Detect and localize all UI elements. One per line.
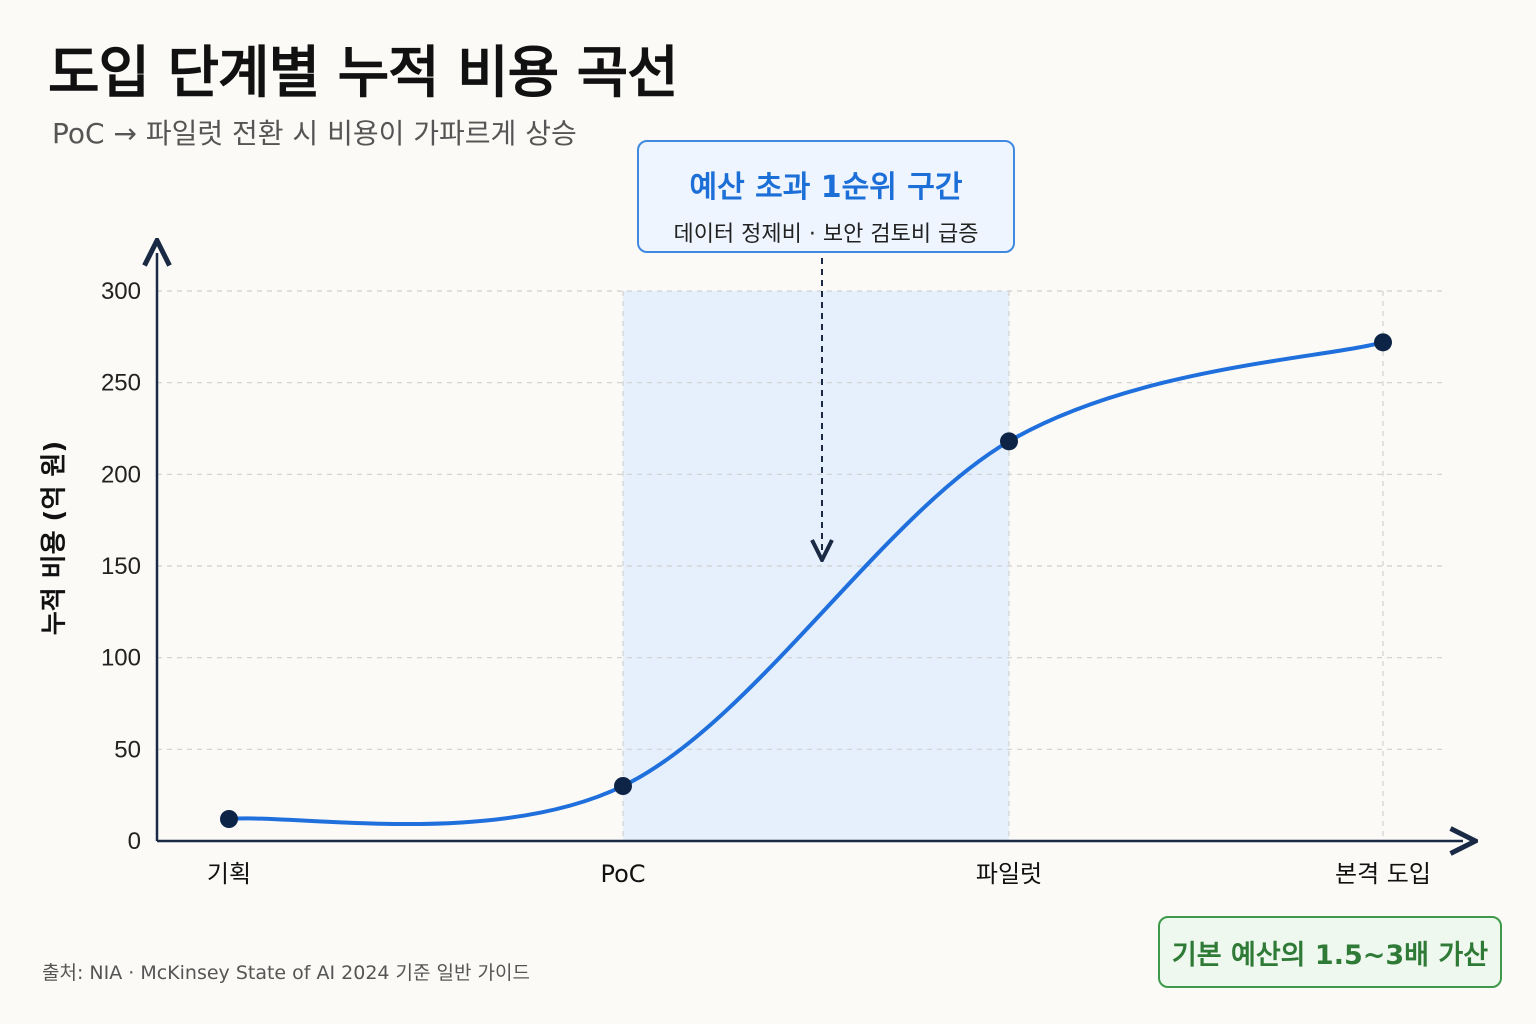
y-tick-label: 0: [128, 828, 141, 855]
budget-multiplier-badge: 기본 예산의 1.5~3배 가산: [1158, 916, 1502, 988]
x-tick-label: 본격 도입: [1335, 860, 1431, 888]
callout-title: 예산 초과 1순위 구간: [689, 170, 963, 205]
callout-subtitle: 데이터 정제비 · 보안 검토비 급증: [673, 222, 979, 247]
y-axis-label: 누적 비용 (억 원): [39, 440, 70, 636]
x-tick-label: 기획: [207, 860, 251, 888]
x-tick-label: PoC: [600, 860, 645, 888]
data-point: [1374, 333, 1392, 352]
page-subtitle: PoC → 파일럿 전환 시 비용이 가파르게 상승: [52, 117, 577, 150]
y-tick-label: 300: [101, 278, 141, 305]
x-tick-label: 파일럿: [976, 860, 1042, 888]
data-point: [220, 810, 238, 828]
data-point: [1000, 432, 1018, 451]
y-tick-label: 200: [101, 461, 141, 488]
data-point: [614, 777, 632, 795]
series-line: [227, 340, 1385, 827]
y-tick-label: 50: [114, 736, 141, 763]
source-note: 출처: NIA · McKinsey State of AI 2024 기준 일…: [42, 962, 530, 984]
y-tick-label: 250: [101, 370, 141, 397]
y-tick-label: 150: [101, 553, 141, 580]
y-tick-label: 100: [101, 645, 141, 672]
page-title: 도입 단계별 누적 비용 곡선: [48, 41, 679, 106]
budget-overrun-callout: 예산 초과 1순위 구간 데이터 정제비 · 보안 검토비 급증: [637, 140, 1015, 253]
